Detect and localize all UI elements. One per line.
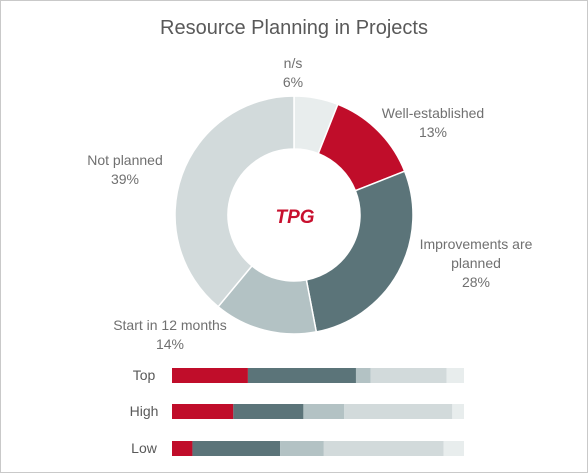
- bar-segment-top-2: [247, 368, 356, 383]
- bar-segment-high-4: [344, 404, 453, 419]
- bar-segment-low-5: [443, 441, 464, 456]
- category-label-high: High: [130, 403, 159, 419]
- bar-segment-low-4: [323, 441, 444, 456]
- donut-slice-not-planned: [174, 95, 295, 308]
- tpg-logo: TPG: [275, 207, 314, 228]
- bar-segment-low-1: [172, 441, 193, 456]
- donut-slice-improvements-are-planned: [305, 170, 414, 333]
- bar-segment-top-3: [355, 368, 371, 383]
- donut-chart: [174, 95, 414, 335]
- bar-segment-high-3: [303, 404, 345, 419]
- data-label-improvements-are-planned: Improvements are planned 28%: [420, 236, 533, 290]
- stacked-bar-chart: Top High Low: [130, 367, 464, 456]
- chart-title: Resource Planning in Projects: [160, 17, 428, 39]
- category-label-low: Low: [131, 440, 158, 456]
- bar-segment-low-3: [280, 441, 324, 456]
- bar-segment-top-4: [370, 368, 447, 383]
- data-label-well-established: Well-established 13%: [382, 105, 484, 140]
- donut-labels: n/s 6% Well-established 13% Improvements are…: [87, 55, 532, 352]
- data-label-start-in-12-months: Start in 12 months 14%: [113, 317, 227, 352]
- bar-segment-high-5: [452, 404, 464, 419]
- data-label-n-s: n/s 6%: [283, 55, 303, 90]
- bar-segment-top-5: [446, 368, 464, 383]
- bar-segment-low-2: [192, 441, 281, 456]
- bar-segment-high-1: [172, 404, 234, 419]
- bar-segment-high-2: [233, 404, 304, 419]
- category-label-top: Top: [133, 367, 156, 383]
- data-label-not-planned: Not planned 39%: [87, 152, 163, 187]
- bar-segment-top-1: [172, 368, 248, 383]
